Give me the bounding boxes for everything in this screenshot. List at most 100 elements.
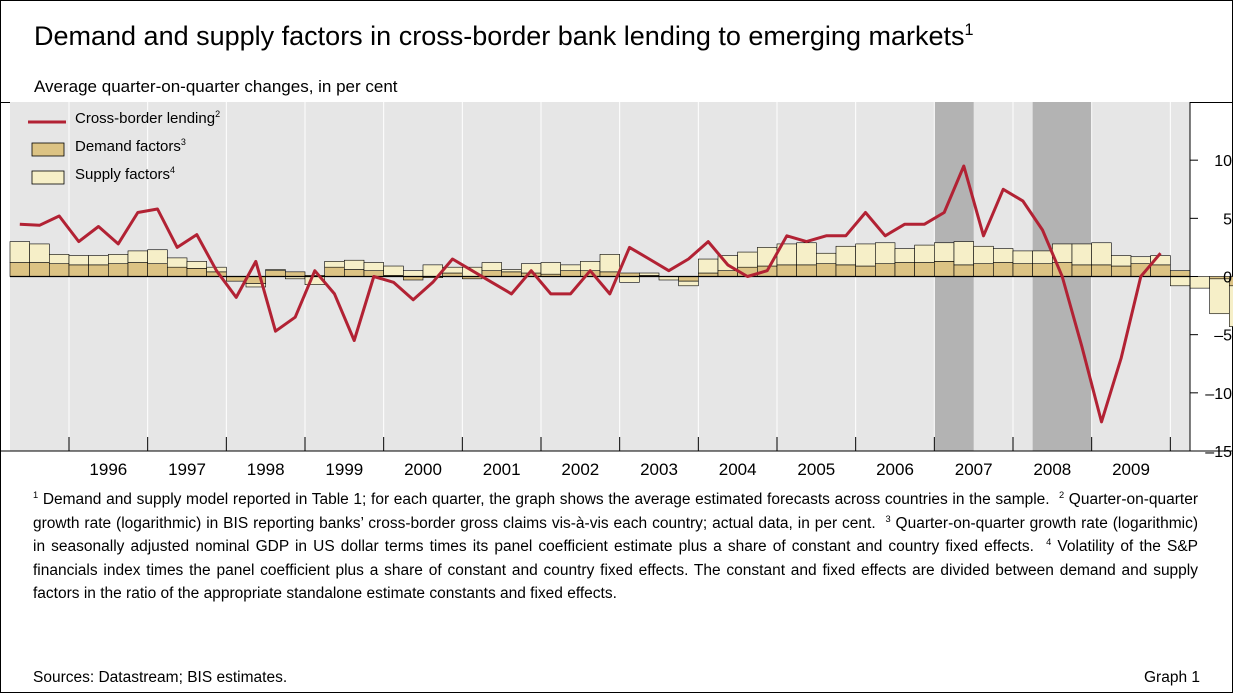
- supply-bar: [501, 269, 522, 273]
- x-tick-label: 2005: [797, 460, 835, 479]
- supply-bar: [324, 261, 345, 268]
- demand-bar: [147, 263, 168, 277]
- footnote-number: 4: [1046, 536, 1052, 547]
- x-tick-label: 2001: [483, 460, 521, 479]
- y-tick-label: 0: [1223, 270, 1232, 287]
- demand-bar: [875, 263, 896, 277]
- legend-text: Supply factors: [75, 166, 171, 183]
- x-tick-label: 2007: [955, 460, 993, 479]
- legend-label-demand: Demand factors3: [75, 137, 186, 156]
- lending-line: [19, 164, 1162, 424]
- footnote-text: Quarter-on-quarter growth rate (logarith…: [33, 491, 1198, 532]
- supply-bar: [127, 250, 148, 263]
- supply-bar: [29, 243, 50, 263]
- demand-bar: [1032, 263, 1053, 277]
- supply-bar: [1071, 243, 1092, 266]
- demand-bar: [855, 265, 876, 277]
- chart-subtitle: Average quarter-on-quarter changes, in p…: [34, 77, 398, 96]
- demand-bar: [68, 264, 89, 277]
- supply-bar: [1170, 276, 1191, 287]
- supply-bar: [245, 283, 266, 288]
- y-tick-label: –10: [1205, 386, 1232, 403]
- supply-bar: [619, 276, 640, 283]
- supply-bar: [265, 269, 286, 271]
- demand-bar: [226, 276, 247, 282]
- supply-bar: [973, 245, 994, 265]
- x-tick-label: 2008: [1033, 460, 1071, 479]
- demand-bar: [29, 262, 50, 277]
- legend-footnote-ref: 4: [170, 165, 176, 175]
- demand-bar: [265, 270, 286, 277]
- footnote-number: 3: [885, 513, 891, 524]
- supply-bar: [147, 249, 168, 265]
- y-tick-label: –15: [1205, 444, 1232, 461]
- demand-bar: [9, 262, 30, 277]
- supply-bar: [816, 252, 837, 265]
- legend-swatch-supply: [31, 170, 65, 185]
- supply-bar: [934, 242, 955, 262]
- supply-bar: [9, 241, 30, 263]
- legend-footnote-ref: 2: [215, 109, 221, 119]
- supply-bar: [383, 265, 404, 276]
- footnotes: 1 Demand and supply model reported in Ta…: [33, 488, 1198, 606]
- supply-bar: [49, 254, 70, 265]
- lending-line-group: [19, 164, 1162, 424]
- x-tick-label: 2006: [876, 460, 914, 479]
- supply-bar: [540, 262, 561, 275]
- supply-bar: [1111, 255, 1132, 267]
- x-tick-label: 1997: [168, 460, 206, 479]
- demand-bar: [108, 263, 129, 277]
- supply-bar: [88, 255, 109, 266]
- x-tick-label: 2003: [640, 460, 678, 479]
- supply-bar: [835, 245, 856, 266]
- demand-bar: [481, 270, 502, 277]
- supply-bar: [68, 255, 89, 266]
- supply-bar: [953, 241, 974, 266]
- supply-bar: [344, 259, 365, 270]
- supply-bar: [737, 251, 758, 268]
- y-tick-label: 5: [1223, 211, 1232, 228]
- demand-bar: [914, 262, 935, 277]
- demand-bar: [1229, 276, 1233, 287]
- demand-bar: [1150, 264, 1171, 277]
- demand-bar: [993, 262, 1014, 277]
- chart-title-footnote-ref: 1: [964, 21, 974, 39]
- supply-bar: [1130, 256, 1151, 265]
- y-tick-label: –5: [1214, 328, 1232, 345]
- supply-bar: [167, 257, 188, 268]
- legend-text: Demand factors: [75, 138, 181, 155]
- demand-bar: [88, 264, 109, 277]
- demand-bar: [1091, 264, 1112, 277]
- legend-label-lending: Cross-border lending2: [75, 109, 221, 128]
- supply-bar: [186, 261, 207, 269]
- demand-bar: [894, 262, 915, 277]
- legend-label-supply: Supply factors4: [75, 165, 176, 184]
- supply-bar: [108, 254, 129, 265]
- supply-bar: [796, 242, 817, 266]
- supply-bar: [639, 272, 660, 276]
- demand-bar: [127, 262, 148, 277]
- footnote-text: Volatility of the S&P financials index t…: [33, 538, 1198, 602]
- axes: 1996 1997 1998 1999 2000 2001 2002 2003 2004 2005…: [0, 102, 1233, 479]
- demand-bar: [49, 263, 70, 277]
- supply-bar: [1091, 242, 1112, 266]
- supply-bar: [678, 280, 699, 287]
- demand-bar: [934, 261, 955, 277]
- supply-bar: [403, 270, 424, 277]
- demand-bar: [1071, 264, 1092, 277]
- supply-bar: [993, 248, 1014, 263]
- footnote-1: 1 Demand and supply model reported in Ta…: [33, 490, 1050, 508]
- supply-bar: [855, 243, 876, 267]
- x-tick-label: 2000: [404, 460, 442, 479]
- supply-bar: [875, 242, 896, 265]
- x-tick-label: 1996: [89, 460, 127, 479]
- chart-header: Demand and supply factors in cross-borde…: [1, 1, 1232, 103]
- demand-bar: [285, 271, 306, 277]
- demand-bar: [953, 264, 974, 277]
- demand-bar: [816, 263, 837, 277]
- demand-bar: [776, 264, 797, 277]
- chart-title-text: Demand and supply factors in cross-borde…: [34, 21, 965, 51]
- x-tick-label: 1998: [247, 460, 285, 479]
- footnote-4: 4 Volatility of the S&P financials index…: [33, 536, 1198, 602]
- legend-footnote-ref: 3: [180, 137, 186, 147]
